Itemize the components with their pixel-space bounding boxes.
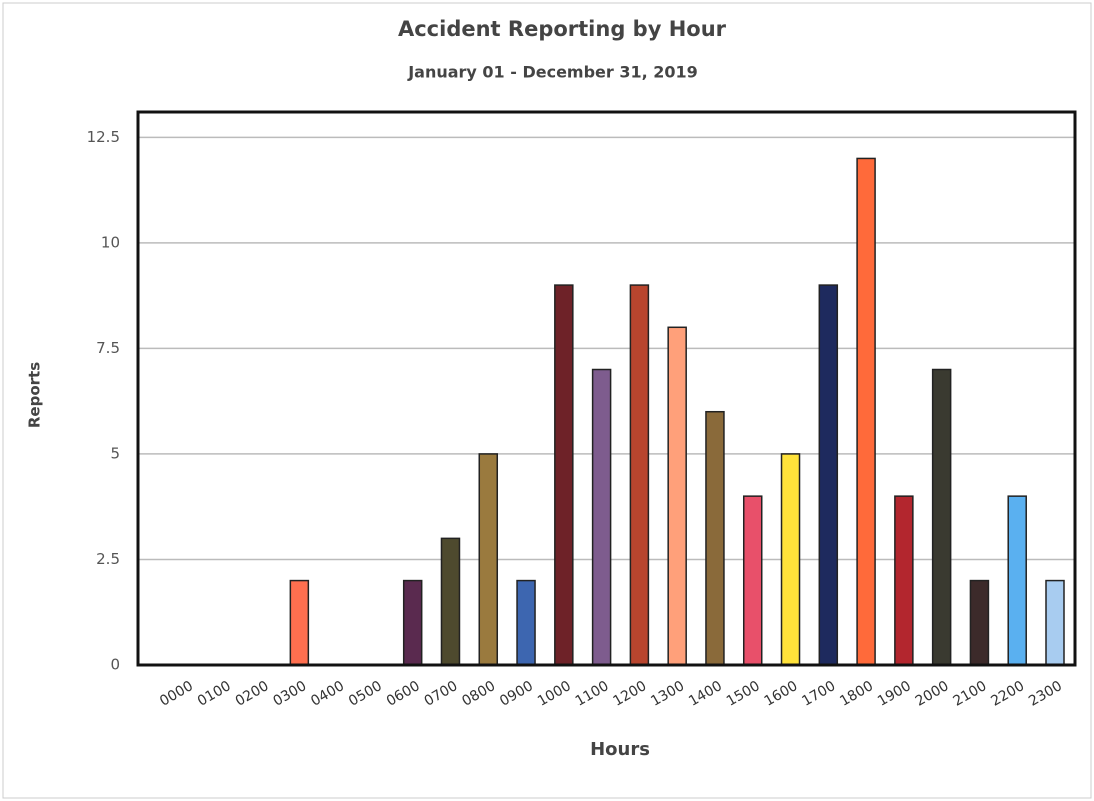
x-axis-label: Hours: [590, 739, 650, 760]
bar: [931, 368, 952, 666]
chart-subtitle: January 01 - December 31, 2019: [407, 63, 698, 82]
y-axis-label: Reports: [26, 362, 44, 428]
bar: [969, 579, 990, 666]
y-tick-label: 0: [110, 656, 120, 674]
bar: [1007, 495, 1027, 666]
bar: [591, 368, 612, 666]
bar: [289, 579, 310, 666]
y-tick-label: 2.5: [96, 550, 120, 568]
bar: [478, 453, 499, 666]
bar: [742, 495, 763, 666]
bar: [818, 284, 839, 666]
y-tick-label: 10: [101, 233, 120, 251]
bar: [705, 410, 725, 666]
bar: [894, 495, 914, 666]
bar: [629, 284, 650, 666]
y-tick-label: 5: [110, 444, 120, 462]
plot-border: [136, 110, 1077, 667]
bar: [780, 453, 801, 666]
bar: [1045, 579, 1065, 666]
bar: [402, 579, 423, 666]
bar: [667, 326, 687, 666]
chart-title: Accident Reporting by Hour: [398, 17, 727, 41]
bar: [440, 537, 461, 666]
y-tick-label: 12.5: [87, 128, 120, 146]
bar: [856, 157, 876, 666]
bar: [516, 579, 536, 666]
bar: [554, 284, 574, 666]
y-tick-label: 7.5: [96, 339, 120, 357]
